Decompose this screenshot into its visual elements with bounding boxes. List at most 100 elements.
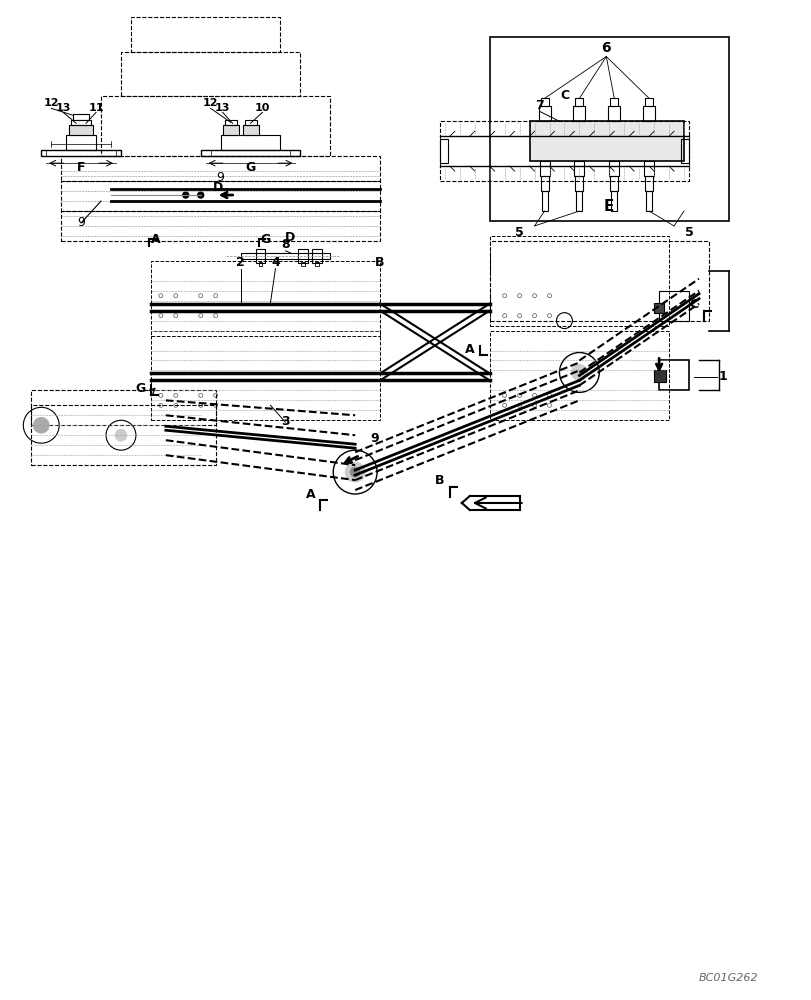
Bar — [242, 125, 258, 135]
Bar — [575, 176, 582, 191]
Bar — [69, 125, 93, 135]
Text: B: B — [375, 256, 384, 269]
Text: D: D — [285, 231, 295, 244]
Bar — [66, 135, 96, 150]
Bar — [659, 291, 689, 321]
Text: G: G — [135, 382, 146, 395]
Bar — [654, 370, 665, 382]
Text: 9: 9 — [77, 216, 85, 229]
Text: B: B — [435, 474, 444, 487]
Bar — [680, 139, 689, 163]
Text: D: D — [212, 181, 222, 194]
Text: 1: 1 — [718, 370, 727, 383]
Bar — [541, 191, 547, 211]
Bar — [298, 249, 308, 263]
Text: C: C — [689, 298, 697, 311]
Text: E: E — [603, 199, 614, 214]
Text: 5: 5 — [684, 226, 693, 239]
Bar — [642, 106, 654, 121]
Text: 9: 9 — [217, 171, 225, 184]
Bar — [151, 331, 380, 420]
Bar — [221, 135, 280, 150]
Text: 13: 13 — [55, 103, 71, 113]
Bar — [654, 303, 663, 313]
Bar — [101, 96, 330, 156]
Text: 11: 11 — [88, 103, 104, 113]
Bar — [312, 249, 322, 263]
Text: 2: 2 — [236, 256, 245, 269]
Bar — [255, 249, 265, 263]
Text: 10: 10 — [255, 103, 270, 113]
Bar — [489, 241, 708, 321]
Bar — [440, 121, 689, 181]
Bar — [258, 262, 262, 266]
Text: 4: 4 — [271, 256, 280, 269]
Text: G: G — [245, 161, 255, 174]
Bar — [225, 120, 236, 125]
Bar — [645, 176, 652, 191]
Text: BC01G262: BC01G262 — [698, 973, 757, 983]
Text: C: C — [560, 89, 569, 102]
Bar — [540, 176, 548, 191]
Bar — [240, 253, 330, 259]
Circle shape — [197, 192, 204, 198]
Bar — [32, 405, 216, 465]
Bar — [244, 120, 256, 125]
Bar — [610, 98, 617, 106]
Bar — [121, 52, 300, 96]
Text: 7: 7 — [534, 99, 543, 112]
Bar — [608, 161, 619, 176]
Text: 8: 8 — [281, 238, 290, 251]
Bar — [611, 191, 616, 211]
Text: 9: 9 — [371, 432, 379, 445]
Text: 13: 13 — [215, 103, 230, 113]
Text: G: G — [260, 233, 270, 246]
Bar — [540, 98, 548, 106]
Text: A: A — [305, 488, 315, 501]
Bar — [71, 120, 91, 125]
Bar — [573, 106, 585, 121]
Bar — [489, 37, 728, 221]
Bar — [529, 121, 683, 161]
Bar — [61, 156, 380, 181]
Circle shape — [571, 364, 586, 380]
Bar — [575, 98, 582, 106]
Text: 12: 12 — [203, 98, 218, 108]
Text: F: F — [77, 161, 85, 174]
Bar — [539, 161, 549, 176]
Text: 3: 3 — [281, 415, 290, 428]
Bar — [607, 106, 620, 121]
Bar — [301, 262, 305, 266]
Bar — [440, 139, 448, 163]
Text: 5: 5 — [515, 226, 523, 239]
Bar — [659, 360, 689, 390]
Bar — [32, 390, 216, 425]
Circle shape — [33, 417, 49, 433]
Bar — [573, 161, 584, 176]
Text: 6: 6 — [601, 41, 611, 55]
Bar — [131, 17, 280, 52]
Bar — [73, 114, 89, 120]
Bar — [646, 191, 651, 211]
Bar — [41, 150, 121, 156]
Bar — [489, 236, 668, 326]
Bar — [610, 176, 617, 191]
Text: 12: 12 — [44, 98, 59, 108]
Bar — [315, 262, 319, 266]
Text: A: A — [151, 233, 161, 246]
Circle shape — [182, 192, 188, 198]
Circle shape — [115, 429, 127, 441]
Circle shape — [345, 462, 365, 482]
Bar — [61, 181, 380, 211]
Circle shape — [350, 467, 360, 477]
Bar — [643, 161, 654, 176]
Bar — [489, 331, 668, 420]
Bar — [576, 191, 581, 211]
Text: A: A — [465, 343, 474, 356]
Bar — [645, 98, 652, 106]
Bar — [200, 150, 300, 156]
Bar — [440, 136, 689, 166]
Bar — [61, 211, 380, 241]
Bar — [222, 125, 238, 135]
Bar — [538, 106, 550, 121]
